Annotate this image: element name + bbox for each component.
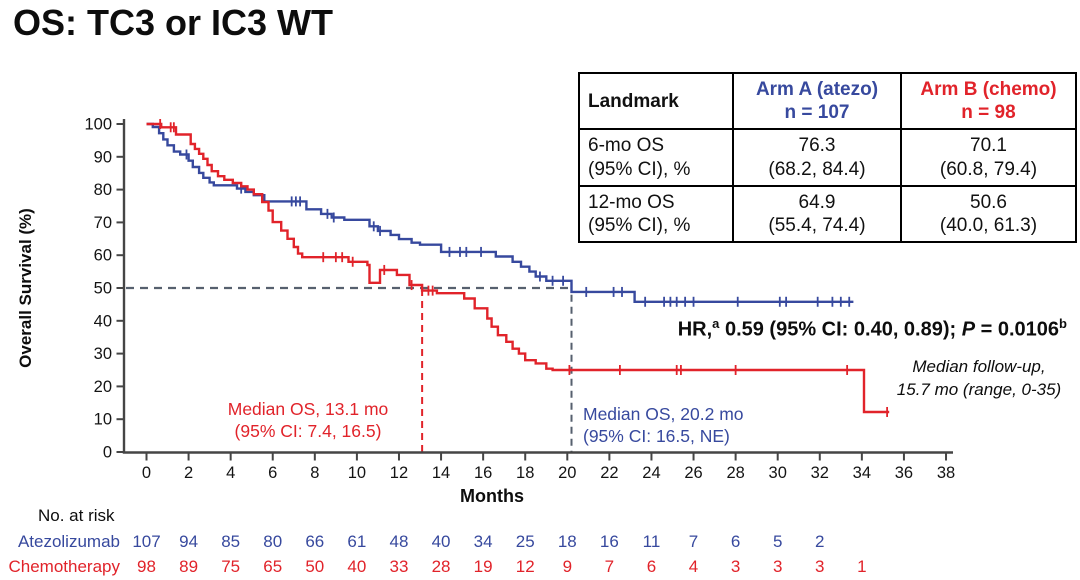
row-label-cell: 6-mo OS (95% CI), % — [578, 128, 734, 187]
risk-value: 85 — [221, 532, 241, 551]
table-row-6mo: 6-mo OS (95% CI), % 76.3 (68.2, 84.4) 70… — [578, 128, 1077, 187]
risk-row-label: Atezolizumab — [17, 532, 120, 551]
risk-value: 33 — [389, 557, 409, 576]
atezo-median-annotation: Median OS, 20.2 mo (95% CI: 16.5, NE) — [583, 404, 744, 447]
risk-value: 3 — [772, 557, 783, 576]
risk-value: 18 — [557, 532, 577, 551]
svg-text:32: 32 — [811, 464, 829, 482]
risk-value: 61 — [347, 532, 367, 551]
arm-a-12mo-cell: 64.9 (55.4, 74.4) — [732, 184, 902, 244]
svg-text:70: 70 — [94, 214, 112, 232]
svg-text:34: 34 — [853, 464, 871, 482]
y-axis-title: Overall Survival (%) — [16, 208, 35, 368]
svg-text:6: 6 — [268, 464, 277, 482]
risk-value: 4 — [688, 557, 699, 576]
risk-value: 89 — [179, 557, 199, 576]
risk-value: 12 — [515, 557, 535, 576]
risk-value: 16 — [599, 532, 619, 551]
risk-value: 6 — [730, 532, 741, 551]
risk-value: 66 — [305, 532, 325, 551]
risk-value: 107 — [132, 532, 161, 551]
risk-value: 7 — [688, 532, 699, 551]
risk-value: 7 — [604, 557, 615, 576]
svg-text:36: 36 — [895, 464, 913, 482]
risk-value: 9 — [562, 557, 573, 576]
svg-text:100: 100 — [84, 116, 112, 134]
risk-value: 25 — [515, 532, 535, 551]
hazard-ratio-annotation: HR,a 0.59 (95% CI: 0.40, 0.89); P = 0.01… — [677, 316, 1067, 341]
risk-row-chemotherapy: Chemotherapy 98 89 75 65 50 40 33 28 19 12 9 7 6 4 3 3 3… — [0, 557, 1080, 579]
arm-b-header-cell: Arm B (chemo) n = 98 — [900, 71, 1077, 131]
svg-text:90: 90 — [94, 148, 112, 166]
risk-value: 50 — [305, 557, 325, 576]
risk-value: 80 — [263, 532, 283, 551]
page-title: OS: TC3 or IC3 WT — [13, 2, 334, 43]
svg-text:24: 24 — [642, 464, 660, 482]
median-followup-annotation: Median follow-up, 15.7 mo (range, 0-35) — [896, 357, 1062, 399]
svg-text:4: 4 — [226, 464, 235, 482]
risk-value: 2 — [815, 532, 825, 551]
risk-value: 1 — [857, 557, 867, 576]
row-label-cell: 12-mo OS (95% CI), % — [578, 184, 734, 244]
svg-text:10: 10 — [348, 464, 366, 482]
svg-text:30: 30 — [769, 464, 787, 482]
svg-text:38: 38 — [937, 464, 955, 482]
svg-text:22: 22 — [600, 464, 618, 482]
svg-text:0: 0 — [103, 444, 112, 462]
risk-value: 11 — [642, 532, 661, 551]
svg-text:0: 0 — [142, 464, 151, 482]
arm-a-header-cell: Arm A (atezo) n = 107 — [732, 71, 902, 131]
risk-value: 28 — [431, 557, 451, 576]
risk-value: 98 — [137, 557, 156, 576]
risk-value: 3 — [815, 557, 825, 576]
svg-text:40: 40 — [94, 312, 112, 330]
arm-b-12mo-cell: 50.6 (40.0, 61.3) — [900, 184, 1077, 244]
svg-text:80: 80 — [94, 181, 112, 199]
risk-value: 48 — [389, 532, 409, 551]
svg-text:20: 20 — [558, 464, 576, 482]
svg-text:16: 16 — [474, 464, 492, 482]
svg-text:2: 2 — [184, 464, 193, 482]
svg-text:10: 10 — [94, 411, 112, 429]
table-row-12mo: 12-mo OS (95% CI), % 64.9 (55.4, 74.4) 5… — [578, 184, 1077, 244]
risk-value: 40 — [431, 532, 451, 551]
svg-text:18: 18 — [516, 464, 534, 482]
number-at-risk-heading: No. at risk — [38, 506, 115, 525]
risk-value: 19 — [473, 557, 493, 576]
risk-value: 40 — [347, 557, 367, 576]
x-axis-title: Months — [460, 486, 524, 506]
svg-text:26: 26 — [684, 464, 702, 482]
landmark-header-cell: Landmark — [578, 71, 734, 131]
risk-value: 6 — [646, 557, 657, 576]
svg-text:50: 50 — [94, 280, 112, 298]
svg-text:12: 12 — [390, 464, 408, 482]
risk-value: 65 — [263, 557, 283, 576]
risk-value: 3 — [730, 557, 741, 576]
svg-text:20: 20 — [94, 378, 112, 396]
risk-value: 94 — [179, 532, 199, 551]
arm-a-6mo-cell: 76.3 (68.2, 84.4) — [732, 128, 902, 187]
risk-value: 34 — [473, 532, 493, 551]
risk-row-label: Chemotherapy — [8, 557, 120, 576]
risk-value: 5 — [772, 532, 783, 551]
landmark-table-header-row: Landmark Arm A (atezo) n = 107 Arm B (ch… — [578, 71, 1077, 131]
chemo-median-annotation: Median OS, 13.1 mo (95% CI: 7.4, 16.5) — [227, 399, 389, 442]
svg-text:8: 8 — [310, 464, 319, 482]
svg-text:30: 30 — [94, 345, 112, 363]
arm-b-6mo-cell: 70.1 (60.8, 79.4) — [900, 128, 1077, 187]
svg-text:28: 28 — [726, 464, 744, 482]
svg-text:60: 60 — [94, 247, 112, 265]
risk-value: 75 — [221, 557, 241, 576]
risk-row-atezolizumab: Atezolizumab 107 94 85 80 66 61 48 40 34 25 18 16 11… — [0, 532, 1080, 554]
landmark-table: Landmark Arm A (atezo) n = 107 Arm B (ch… — [578, 71, 1077, 244]
svg-text:14: 14 — [432, 464, 450, 482]
